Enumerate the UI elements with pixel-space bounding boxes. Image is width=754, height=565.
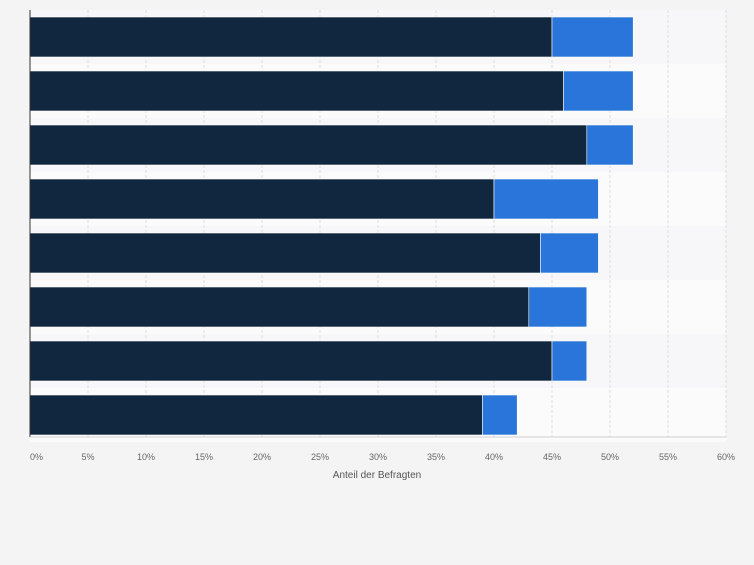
x-axis-label: Anteil der Befragten — [333, 470, 421, 481]
bar-series-1 — [29, 124, 588, 166]
bar-series-2 — [551, 16, 634, 58]
bar-series-1 — [29, 178, 495, 220]
bar-series-1 — [29, 394, 483, 436]
bars — [29, 16, 634, 436]
x-tick-label: 5% — [81, 452, 94, 462]
x-tick-label: 45% — [543, 452, 561, 462]
x-tick-label: 40% — [485, 452, 503, 462]
x-tick-label: 10% — [137, 452, 155, 462]
x-tick-label: 15% — [195, 452, 213, 462]
bar-series-2 — [563, 70, 634, 112]
bar-series-1 — [29, 340, 553, 382]
x-tick-label: 0% — [30, 452, 43, 462]
bar-series-2 — [540, 232, 599, 274]
bar-series-2 — [528, 286, 588, 328]
x-tick-label: 50% — [601, 452, 619, 462]
bar-series-2 — [551, 340, 588, 382]
bar-series-1 — [29, 70, 564, 112]
bar-series-1 — [29, 232, 541, 274]
bar-series-1 — [29, 286, 530, 328]
x-tick-label: 60% — [717, 452, 735, 462]
bar-series-2 — [493, 178, 599, 220]
x-tick-label: 55% — [659, 452, 677, 462]
x-tick-label: 30% — [369, 452, 387, 462]
bar-series-1 — [29, 16, 553, 58]
x-tick-label: 20% — [253, 452, 271, 462]
bar-series-2 — [586, 124, 634, 166]
axes: 0% 5% 10% 15% 20% 25% 30% 35% 40% 45% 50% 55% 60% — [29, 10, 735, 462]
bar-series-2 — [482, 394, 518, 436]
x-tick-label: 25% — [311, 452, 329, 462]
x-tick-label: 35% — [427, 452, 445, 462]
